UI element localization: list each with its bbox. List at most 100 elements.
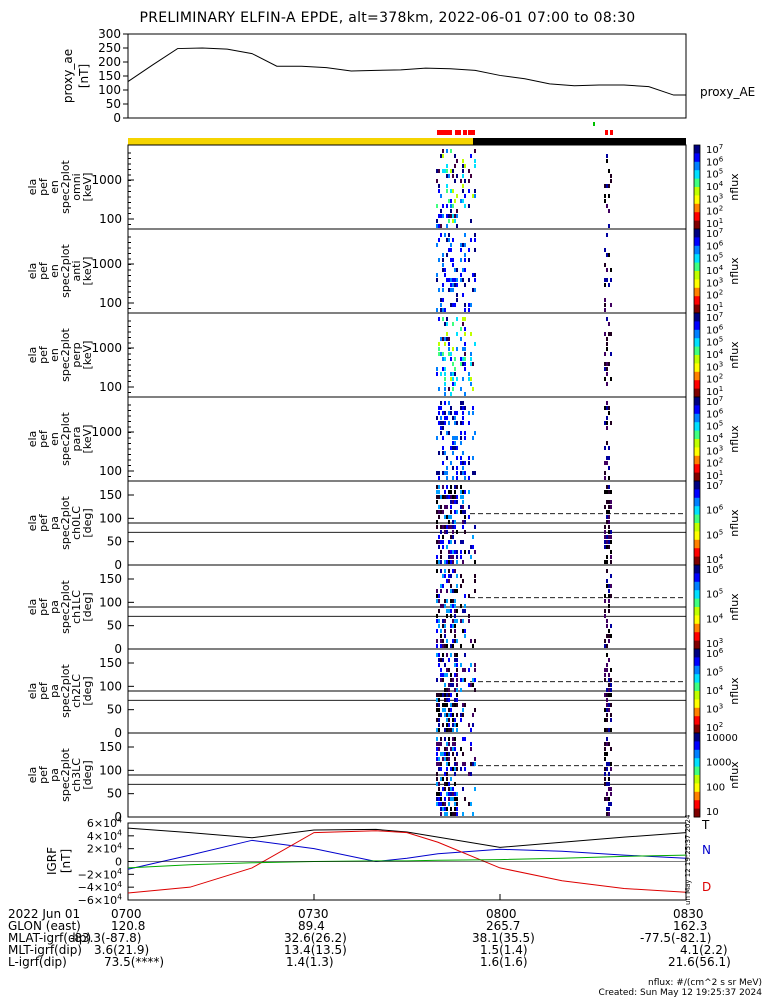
spectro-pixel xyxy=(464,737,466,741)
spectro-pixel xyxy=(440,713,442,717)
spectro-pixel xyxy=(470,303,472,307)
spectro-pixel xyxy=(606,401,608,405)
colorbar-segment xyxy=(694,394,700,398)
colorbar-segment xyxy=(694,476,700,480)
spectro-pixel xyxy=(456,550,458,554)
spectro-pixel xyxy=(610,792,612,796)
colorbar-segment xyxy=(694,334,700,337)
spectro-pixel xyxy=(452,797,454,801)
colorbar-segment xyxy=(694,229,700,232)
spectro-pixel xyxy=(444,569,446,573)
colorbar-segment xyxy=(694,533,700,537)
spectro-pixel xyxy=(450,728,452,732)
spectro-pixel xyxy=(456,421,458,425)
spectro-pixel xyxy=(446,742,448,746)
spectro-pixel xyxy=(606,742,608,746)
spectro-pixel xyxy=(440,510,442,514)
colorbar-segment xyxy=(694,558,700,562)
spectro-pixel xyxy=(450,258,452,262)
spectro-pixel xyxy=(456,174,458,178)
colorbar-segment xyxy=(694,712,700,715)
spectro-pixel xyxy=(452,619,454,623)
spectro-pixel xyxy=(608,777,610,781)
colorbar-segment xyxy=(694,672,700,675)
spectro-pixel xyxy=(454,614,456,618)
colorbar-segment xyxy=(694,554,700,558)
spectro-pixel xyxy=(448,387,450,391)
spectro-pixel xyxy=(456,663,458,667)
spectro-pixel xyxy=(446,614,448,618)
colorbar-tick-label: 105 xyxy=(706,528,723,541)
spectro-pixel xyxy=(460,767,462,771)
colorbar-segment xyxy=(694,266,700,270)
spectro-pixel xyxy=(436,495,438,499)
spectro-pixel xyxy=(452,322,454,326)
spectro-pixel xyxy=(468,619,470,623)
spectro-pixel xyxy=(442,367,444,371)
spectro-pixel xyxy=(436,698,438,702)
colorbar-segment xyxy=(694,781,700,784)
spectro-pixel xyxy=(446,149,448,153)
state-marker-red xyxy=(463,130,467,135)
spectro-pixel xyxy=(452,560,454,564)
spectro-ytick-label: 0 xyxy=(114,726,122,740)
colorbar-segment xyxy=(694,422,700,425)
spectro-pixel xyxy=(454,792,456,796)
spectro-pixel xyxy=(468,490,470,494)
spectro-pixel xyxy=(606,317,608,321)
colorbar-tick-label: 103 xyxy=(706,276,723,289)
spectro-pixel xyxy=(446,688,448,692)
spectro-pixel xyxy=(444,619,446,623)
spectro-pixel xyxy=(450,535,452,539)
colorbar-segment xyxy=(694,359,700,362)
spectro-pixel xyxy=(464,406,466,410)
spectro-pixel xyxy=(608,525,610,529)
spectro-pixel xyxy=(460,644,462,648)
colorbar-segment xyxy=(694,415,700,419)
spectro-pixel xyxy=(608,688,610,692)
spectro-pixel xyxy=(462,184,464,188)
spectro-pixel xyxy=(610,762,612,766)
spectro-pixel xyxy=(608,515,610,519)
spectro-pixel xyxy=(452,520,454,524)
spectro-pixel xyxy=(604,263,606,267)
colorbar-segment xyxy=(694,754,700,757)
spectro-pixel xyxy=(610,624,612,628)
spectro-pixel xyxy=(446,317,448,321)
spectro-pixel xyxy=(472,535,474,539)
colorbar-segment xyxy=(694,260,700,264)
spectro-pixel xyxy=(456,194,458,198)
spectro-pixel xyxy=(606,560,608,564)
spectro-pixel xyxy=(462,278,464,282)
spectro-pixel xyxy=(438,352,440,356)
spectro-pixel xyxy=(444,377,446,381)
spectro-pixel xyxy=(608,797,610,801)
spectro-pixel xyxy=(438,723,440,727)
spectro-pixel xyxy=(438,728,440,732)
spectro-pixel xyxy=(450,461,452,465)
ae-ytick-label: 150 xyxy=(98,69,121,83)
spectro-pixel xyxy=(604,194,606,198)
spectro-pixel xyxy=(608,639,610,643)
colorbar-segment xyxy=(694,592,700,595)
spectro-pixel xyxy=(446,278,448,282)
spectro-pixel xyxy=(468,308,470,312)
spectro-pixel xyxy=(464,515,466,519)
spectro-pixel xyxy=(606,406,608,410)
spectro-pixel xyxy=(468,169,470,173)
spectro-pixel xyxy=(456,619,458,623)
spectro-pixel xyxy=(454,673,456,677)
spectro-pixel xyxy=(442,298,444,302)
spectro-pixel xyxy=(460,584,462,588)
spectro-pixel xyxy=(436,500,438,504)
spectro-pixel xyxy=(444,530,446,534)
spectro-pixel xyxy=(464,703,466,707)
spectro-pixel xyxy=(440,426,442,430)
spectro-pixel xyxy=(448,708,450,712)
colorbar-segment xyxy=(694,449,700,453)
colorbar-segment xyxy=(694,548,700,551)
spectro-pixel xyxy=(438,757,440,761)
spectro-ytick-label: 1000 xyxy=(91,173,122,187)
spectro-pixel xyxy=(438,698,440,702)
spectro-pixel xyxy=(604,728,606,732)
